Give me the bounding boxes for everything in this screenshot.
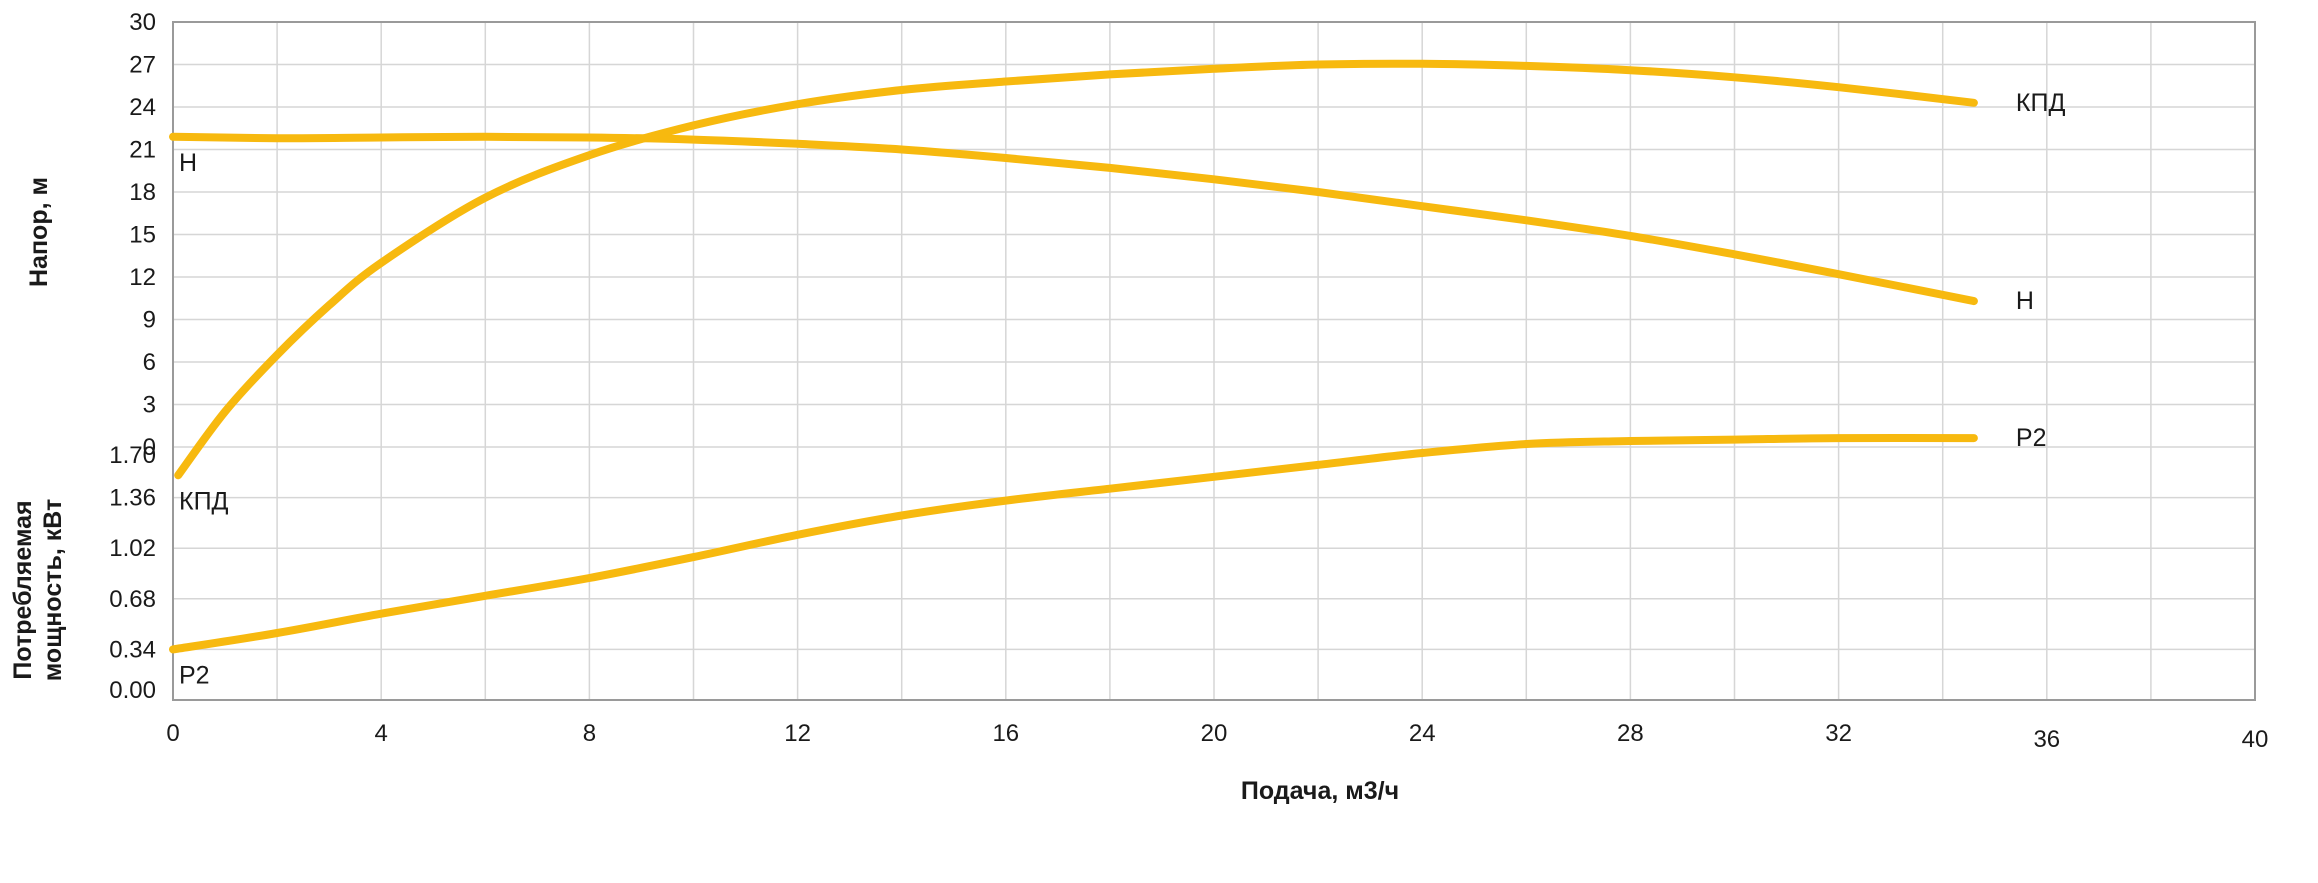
power-axis-tick: 0.34 [109, 636, 156, 663]
head-axis-tick: 30 [129, 9, 156, 36]
head-axis-tick: 6 [143, 349, 156, 376]
head-axis-tick: 27 [129, 52, 156, 79]
head-end-label: H [2016, 287, 2034, 315]
x-axis-tick: 4 [375, 720, 388, 747]
x-axis-tick: 8 [583, 720, 596, 747]
head-axis-tick: 12 [129, 264, 156, 291]
x-axis-tick: 12 [784, 720, 811, 747]
power-axis-tick: 1.36 [109, 485, 156, 512]
power-axis-tick: 0.68 [109, 586, 156, 613]
power-axis-title-line2: мощность, кВт [39, 499, 67, 681]
curve-layer [169, 59, 1978, 654]
grid-layer [173, 22, 2255, 700]
plot-frame [172, 21, 2256, 701]
x-axis-tick: 40 [2242, 726, 2269, 753]
tick-layer: 0369121518212427300.000.340.681.021.361.… [109, 9, 2268, 753]
head-axis-title: Напор, м [25, 177, 53, 287]
x-axis-tick: 24 [1409, 720, 1436, 747]
power-axis-title-line1: Потребляемая [9, 500, 37, 679]
head-start-label: H [179, 149, 197, 177]
efficiency-start-label: КПД [179, 487, 229, 515]
x-axis-tick: 0 [166, 720, 179, 747]
label-layer: H H КПД КПД P2 P2 [179, 89, 2065, 690]
head-axis-tick: 15 [129, 222, 156, 249]
head-axis-tick: 18 [129, 179, 156, 206]
power-axis-tick: 0.00 [109, 677, 156, 704]
head-axis-tick: 3 [143, 392, 156, 419]
head-axis-tick: 0 [143, 434, 156, 461]
x-axis-tick: 32 [1825, 720, 1852, 747]
head-axis-tick: 21 [129, 137, 156, 164]
efficiency-curve [174, 59, 1978, 480]
power-curve [169, 433, 1978, 654]
efficiency-end-label: КПД [2016, 89, 2066, 117]
power-start-label: P2 [179, 661, 210, 689]
head-axis-tick: 9 [143, 307, 156, 334]
head-curve [169, 132, 1978, 306]
x-axis-title: Подача, м3/ч [1241, 777, 1399, 805]
x-axis-tick: 16 [992, 720, 1019, 747]
power-axis-tick: 1.02 [109, 535, 156, 562]
x-axis-tick: 20 [1201, 720, 1228, 747]
power-end-label: P2 [2016, 424, 2047, 452]
head-axis-tick: 24 [129, 94, 156, 121]
x-axis-tick: 36 [2033, 726, 2060, 753]
x-axis-tick: 28 [1617, 720, 1644, 747]
power-axis-tick: 1.70 [109, 442, 156, 469]
